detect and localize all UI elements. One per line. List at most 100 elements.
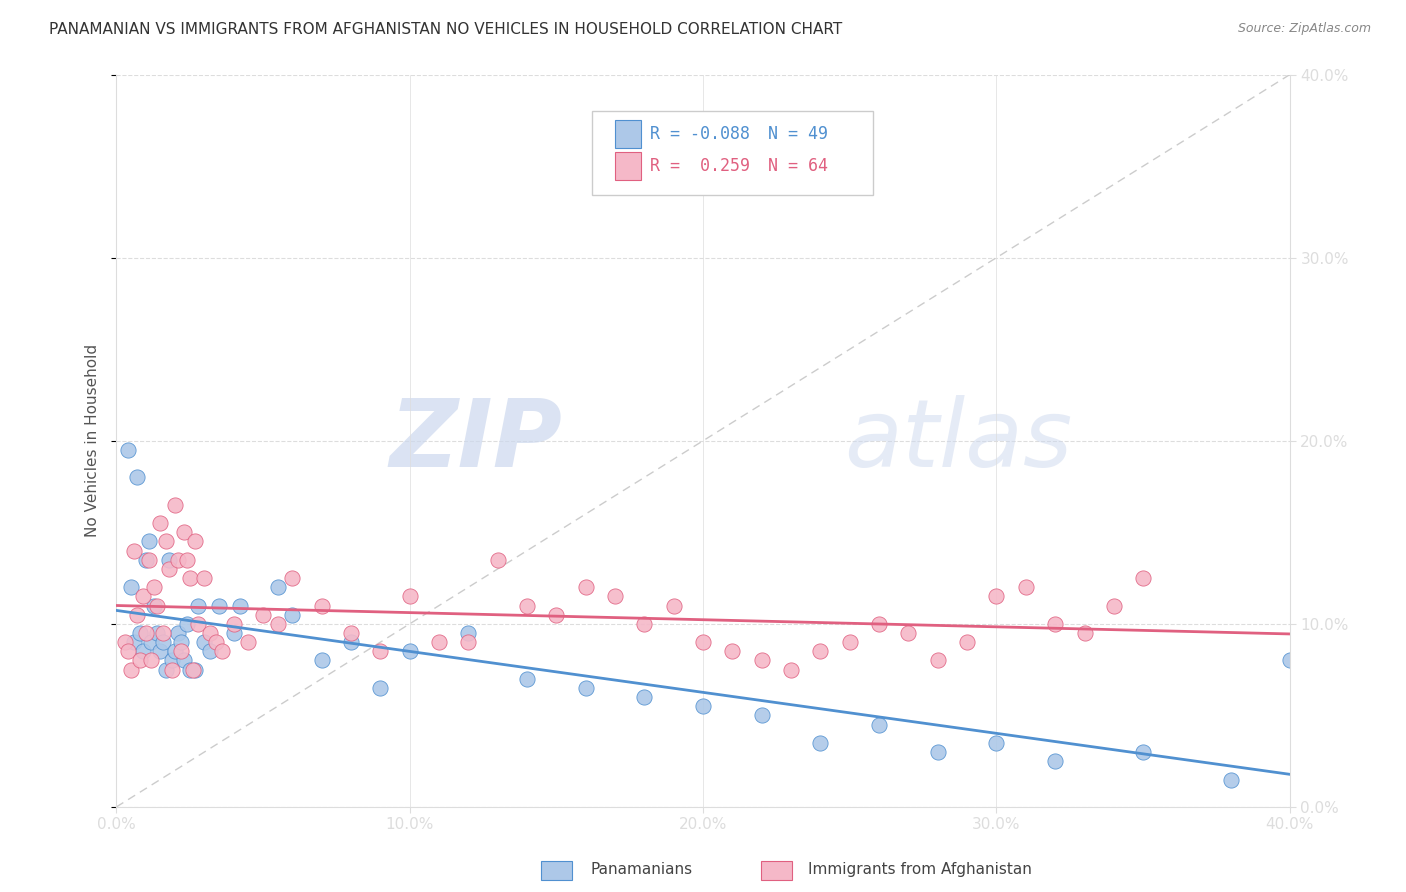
Point [986, 590, 1008, 604]
Point [176, 616, 198, 631]
Point [131, 590, 153, 604]
Point [633, 690, 655, 705]
Point [780, 663, 803, 677]
Point [149, 516, 172, 530]
Point [810, 736, 832, 750]
Point [122, 543, 145, 558]
Point [143, 599, 166, 613]
Point [160, 663, 183, 677]
Point [155, 663, 177, 677]
Point [157, 553, 180, 567]
Point [897, 626, 920, 640]
Point [516, 672, 538, 686]
Bar [614, 120, 641, 148]
Point [398, 644, 420, 658]
Text: ZIP: ZIP [389, 395, 562, 487]
Point [340, 626, 363, 640]
Point [170, 635, 193, 649]
Point [128, 626, 150, 640]
Point [868, 616, 890, 631]
Point [163, 498, 186, 512]
Point [252, 607, 274, 622]
Point [692, 635, 714, 649]
Point [167, 626, 190, 640]
Point [173, 525, 195, 540]
Text: N = 49: N = 49 [768, 125, 828, 143]
Point [125, 470, 148, 484]
Point [198, 626, 221, 640]
Point [120, 663, 142, 677]
Point [135, 626, 157, 640]
Point [751, 708, 773, 723]
Point [193, 571, 215, 585]
Point [1043, 616, 1066, 631]
Point [184, 534, 207, 549]
Point [281, 607, 304, 622]
Point [603, 590, 626, 604]
Point [152, 626, 174, 640]
Point [181, 663, 204, 677]
Point [193, 635, 215, 649]
Point [146, 599, 169, 613]
Point [927, 653, 949, 667]
Text: Immigrants from Afghanistan: Immigrants from Afghanistan [808, 863, 1032, 877]
Text: Panamanians: Panamanians [591, 863, 693, 877]
Point [370, 681, 392, 695]
Point [184, 663, 207, 677]
Text: R =  0.259: R = 0.259 [650, 157, 751, 175]
Point [370, 644, 392, 658]
Point [155, 534, 177, 549]
Point [956, 635, 979, 649]
Point [1278, 653, 1301, 667]
Point [222, 626, 245, 640]
Point [211, 644, 233, 658]
Y-axis label: No Vehicles in Household: No Vehicles in Household [86, 344, 100, 537]
Point [149, 644, 172, 658]
Point [868, 717, 890, 731]
Point [125, 607, 148, 622]
Point [692, 699, 714, 714]
Point [163, 644, 186, 658]
Text: PANAMANIAN VS IMMIGRANTS FROM AFGHANISTAN NO VEHICLES IN HOUSEHOLD CORRELATION C: PANAMANIAN VS IMMIGRANTS FROM AFGHANISTA… [49, 22, 842, 37]
Point [117, 644, 139, 658]
Point [120, 580, 142, 594]
Text: N = 64: N = 64 [768, 157, 828, 175]
Point [176, 553, 198, 567]
Point [146, 626, 169, 640]
Point [486, 553, 509, 567]
Point [170, 644, 193, 658]
Point [1073, 626, 1095, 640]
Point [187, 599, 209, 613]
Point [1132, 571, 1154, 585]
Point [311, 653, 333, 667]
Point [927, 745, 949, 759]
Point [141, 635, 163, 649]
Point [198, 644, 221, 658]
Point [160, 653, 183, 667]
Point [340, 635, 363, 649]
Point [1015, 580, 1038, 594]
Point [281, 571, 304, 585]
Point [838, 635, 860, 649]
Point [114, 635, 136, 649]
Point [228, 599, 250, 613]
Point [131, 644, 153, 658]
Point [138, 534, 160, 549]
Point [128, 653, 150, 667]
Point [633, 616, 655, 631]
Point [141, 653, 163, 667]
Point [266, 616, 288, 631]
Point [266, 580, 288, 594]
Point [135, 553, 157, 567]
Bar [614, 152, 641, 179]
Point [457, 626, 479, 640]
Point [173, 653, 195, 667]
Point [810, 644, 832, 658]
Point [157, 562, 180, 576]
Point [122, 635, 145, 649]
Point [427, 635, 450, 649]
Point [721, 644, 744, 658]
Point [152, 635, 174, 649]
Point [222, 616, 245, 631]
Point [575, 580, 598, 594]
